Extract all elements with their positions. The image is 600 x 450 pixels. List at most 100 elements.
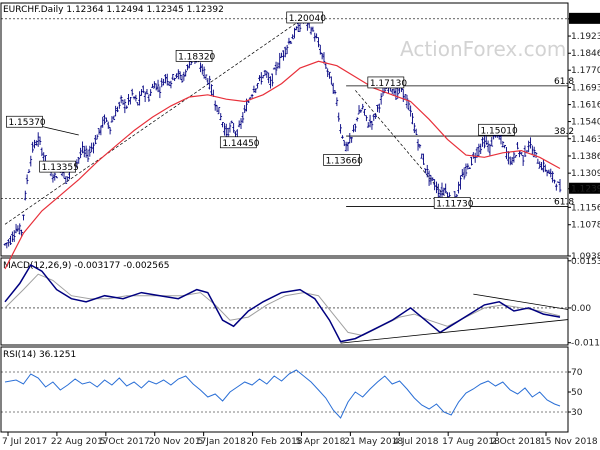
price-bar — [224, 123, 228, 139]
price-annotation: 1.11730 — [433, 197, 474, 210]
price-bar — [149, 89, 152, 97]
price-y-tick: 1.18460 — [571, 49, 600, 59]
macd-y-tick: -0.011352 — [571, 339, 600, 349]
price-bar — [342, 140, 346, 147]
price-bar — [455, 194, 459, 197]
price-y-tick: 1.13860 — [571, 152, 600, 162]
price-bar — [361, 103, 365, 110]
x-tick: 21 May 2018 — [344, 437, 403, 447]
price-bar — [425, 164, 429, 178]
price-bar — [254, 88, 258, 93]
price-bar — [503, 144, 506, 149]
macd-resistance-line — [473, 293, 569, 310]
price-y-tick: 1.16160 — [571, 101, 600, 111]
price-y-tick: 1.11560 — [571, 203, 600, 213]
price-bar — [429, 174, 433, 185]
price-bar — [241, 112, 245, 124]
price-bar — [226, 127, 230, 137]
price-bar — [448, 192, 451, 198]
macd-line — [4, 263, 561, 343]
level-1.2-box — [569, 12, 600, 24]
price-bar — [250, 93, 254, 99]
price-bar — [134, 94, 138, 102]
price-y-tick: 1.16930 — [571, 83, 600, 93]
price-bar — [27, 169, 31, 173]
price-bar — [213, 100, 217, 111]
rsi-line — [4, 369, 561, 419]
price-bar — [460, 169, 464, 177]
price-bar — [158, 86, 162, 99]
price-bar — [271, 73, 274, 87]
price-bar — [127, 94, 130, 106]
price-bar — [317, 37, 320, 48]
price-bar — [252, 85, 256, 93]
price-bar — [7, 239, 10, 247]
price-bar — [29, 155, 33, 167]
x-tick: 15 Nov 2018 — [540, 437, 598, 447]
price-bar — [256, 83, 259, 89]
price-bar — [287, 37, 291, 45]
price-bar — [514, 155, 518, 158]
price-bar — [95, 134, 99, 140]
price-bar — [390, 88, 394, 95]
price-bar — [521, 154, 525, 166]
price-bar — [333, 90, 337, 95]
price-bar — [473, 152, 477, 163]
price-bar — [164, 74, 167, 84]
price-annotation: 1.17130 — [367, 76, 407, 89]
price-bar — [272, 67, 276, 70]
price-bar — [510, 156, 514, 165]
price-bar — [199, 62, 202, 73]
price-bar — [311, 26, 315, 32]
price-bar — [280, 52, 283, 58]
price-bar — [488, 143, 492, 156]
price-bar — [490, 136, 494, 147]
price-bar — [556, 181, 560, 183]
price-bar — [169, 80, 173, 89]
annotation-label: 1.14450 — [222, 139, 259, 149]
price-bar — [125, 105, 128, 109]
price-bar — [422, 153, 425, 165]
price-bar — [529, 137, 532, 149]
price-bar — [79, 147, 82, 159]
price-bar — [186, 64, 189, 71]
macd-y-tick: 0.015385 — [571, 257, 600, 267]
price-bar — [82, 145, 86, 158]
price-bar — [545, 170, 549, 177]
annotation-box — [286, 11, 324, 24]
x-tick: 17 Aug 2018 — [442, 437, 500, 447]
price-bar — [171, 73, 175, 81]
price-bar — [177, 69, 180, 80]
price-bar — [259, 72, 263, 85]
price-annotation: 1.13660 — [323, 154, 363, 166]
price-bar — [407, 99, 411, 111]
price-bar — [551, 171, 554, 183]
price-bar — [25, 174, 29, 185]
annotation-box — [6, 115, 43, 128]
price-bar — [36, 132, 40, 147]
uptrend-line — [4, 17, 304, 225]
price-bar — [33, 139, 36, 149]
price-bar — [409, 105, 412, 117]
price-header: EURCHF.Daily 1.12364 1.12494 1.12345 1.1… — [3, 5, 224, 15]
rsi-y-tick: 50 — [571, 388, 583, 398]
price-bar — [35, 140, 38, 146]
price-bar — [106, 121, 110, 129]
price-bar — [282, 50, 285, 61]
price-bar — [322, 52, 326, 64]
rsi-y-tick: 70 — [571, 368, 583, 378]
price-y-tick: 1.17700 — [571, 66, 600, 76]
price-bar — [108, 127, 112, 135]
price-bar — [118, 101, 121, 109]
price-bar — [119, 95, 123, 104]
x-tick: 20 Feb 2018 — [247, 437, 303, 447]
price-bar — [267, 72, 270, 84]
rsi-panel-frame — [0, 346, 569, 433]
price-bar — [366, 122, 370, 128]
price-bar — [86, 150, 90, 162]
price-bar — [101, 116, 105, 128]
price-bar — [298, 22, 302, 32]
price-y-tick: 1.10780 — [571, 221, 600, 231]
price-bar — [206, 78, 210, 85]
